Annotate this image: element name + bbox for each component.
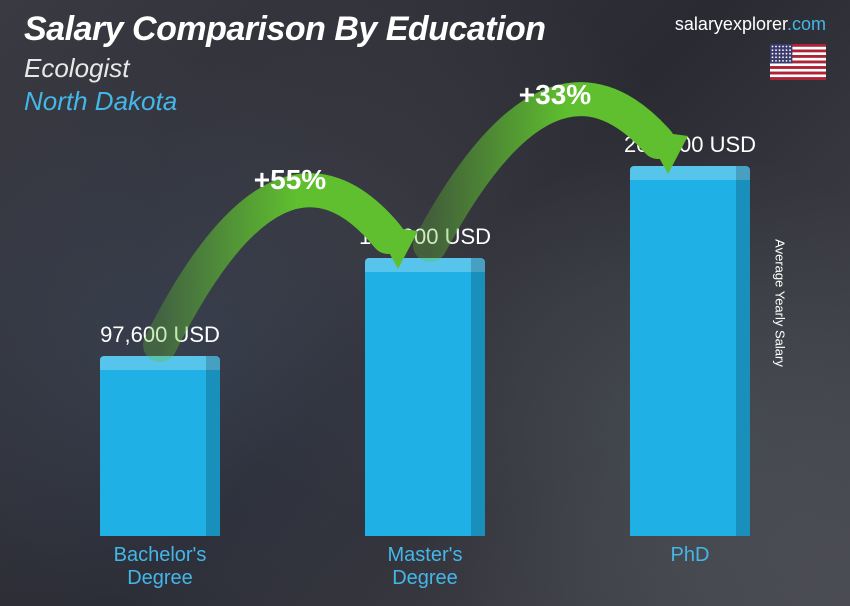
bar-value-label: 201,000 USD bbox=[605, 132, 775, 158]
increase-label: +55% bbox=[254, 164, 326, 196]
bar-group: 201,000 USDPhD bbox=[605, 132, 775, 536]
bar-category-label: PhD bbox=[671, 544, 710, 567]
bar bbox=[630, 166, 750, 536]
bar-chart: 97,600 USDBachelor'sDegree151,000 USDMas… bbox=[0, 0, 850, 606]
bar-category-label: Bachelor'sDegree bbox=[114, 544, 207, 590]
bar-value-label: 151,000 USD bbox=[340, 224, 510, 250]
bar-group: 151,000 USDMaster'sDegree bbox=[340, 224, 510, 536]
increase-label: +33% bbox=[519, 79, 591, 111]
bar-group: 97,600 USDBachelor'sDegree bbox=[75, 322, 245, 536]
bar bbox=[365, 258, 485, 536]
bar-category-label: Master'sDegree bbox=[388, 544, 463, 590]
bar bbox=[100, 356, 220, 536]
bar-value-label: 97,600 USD bbox=[75, 322, 245, 348]
